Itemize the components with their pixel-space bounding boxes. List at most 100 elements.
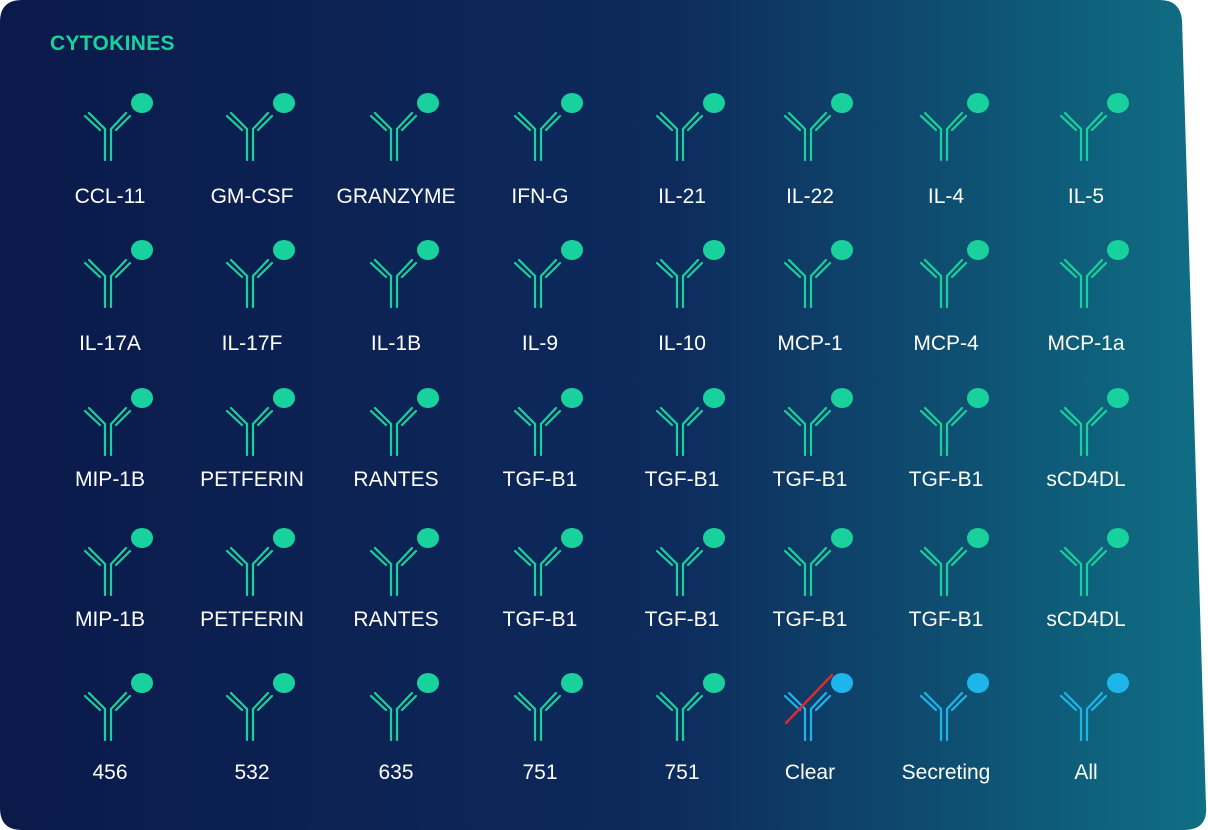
cytokine-item[interactable]: Clear: [740, 665, 880, 795]
cytokine-item[interactable]: IFN-G: [470, 85, 610, 215]
cytokine-item[interactable]: IL-4: [876, 85, 1016, 215]
cytokine-item[interactable]: TGF-B1: [612, 520, 752, 650]
cytokine-label: MCP-4: [913, 332, 979, 355]
cytokine-label: PETFERIN: [200, 468, 304, 491]
cytokine-label: TGF-B1: [502, 468, 578, 491]
cytokine-label: MCP-1a: [1047, 332, 1125, 355]
cytokine-item[interactable]: sCD4DL: [1016, 520, 1156, 650]
antibody-icon: [652, 520, 732, 600]
cytokine-label: RANTES: [353, 468, 439, 491]
antibody-icon: [510, 665, 590, 745]
cytokine-label: 751: [522, 761, 558, 784]
antibody-all-icon: [1056, 665, 1136, 745]
antibody-icon: [80, 85, 160, 165]
cytokine-label: TGF-B1: [908, 608, 984, 631]
cytokine-item[interactable]: IL-1B: [326, 232, 466, 362]
cytokine-label: RANTES: [353, 608, 439, 631]
cytokine-item[interactable]: IL-5: [1016, 85, 1156, 215]
antibody-icon: [780, 520, 860, 600]
cytokine-item[interactable]: IL-17F: [182, 232, 322, 362]
cytokine-label: TGF-B1: [772, 468, 848, 491]
antibody-icon: [510, 85, 590, 165]
antibody-icon: [652, 85, 732, 165]
antibody-icon: [652, 380, 732, 460]
cytokine-item[interactable]: TGF-B1: [876, 380, 1016, 510]
cytokine-label: 532: [234, 761, 270, 784]
cytokine-item[interactable]: Secreting: [876, 665, 1016, 795]
antibody-icon: [510, 232, 590, 312]
cytokine-item[interactable]: RANTES: [326, 380, 466, 510]
cytokine-item[interactable]: 635: [326, 665, 466, 795]
cytokine-item[interactable]: IL-22: [740, 85, 880, 215]
antibody-icon: [652, 232, 732, 312]
cytokine-item[interactable]: PETFERIN: [182, 520, 322, 650]
cytokine-label: TGF-B1: [644, 468, 720, 491]
cytokine-item[interactable]: IL-9: [470, 232, 610, 362]
cytokine-label: CCL-11: [74, 185, 146, 208]
cytokine-item[interactable]: GRANZYME: [326, 85, 466, 215]
cytokine-item[interactable]: TGF-B1: [470, 380, 610, 510]
cytokine-label: Clear: [784, 761, 836, 784]
cytokine-item[interactable]: GM-CSF: [182, 85, 322, 215]
cytokine-item[interactable]: MIP-1B: [40, 520, 180, 650]
cytokine-item[interactable]: 751: [470, 665, 610, 795]
cytokine-label: TGF-B1: [502, 608, 578, 631]
cytokine-item[interactable]: TGF-B1: [612, 380, 752, 510]
antibody-icon: [222, 380, 302, 460]
cytokine-label: GRANZYME: [336, 185, 456, 208]
cytokine-item[interactable]: MIP-1B: [40, 380, 180, 510]
antibody-icon: [780, 85, 860, 165]
cytokine-item[interactable]: TGF-B1: [470, 520, 610, 650]
cytokine-item[interactable]: 456: [40, 665, 180, 795]
cytokine-item[interactable]: MCP-1a: [1016, 232, 1156, 362]
cytokine-item[interactable]: CCL-11: [40, 85, 180, 215]
cytokine-item[interactable]: IL-17A: [40, 232, 180, 362]
cytokine-item[interactable]: MCP-4: [876, 232, 1016, 362]
cytokine-label: 751: [664, 761, 700, 784]
cytokine-item[interactable]: TGF-B1: [740, 520, 880, 650]
cytokine-item[interactable]: IL-21: [612, 85, 752, 215]
cytokine-label: IL-4: [927, 185, 965, 208]
antibody-icon: [80, 665, 160, 745]
panel-title: CYTOKINES: [50, 32, 175, 55]
cytokine-item[interactable]: RANTES: [326, 520, 466, 650]
antibody-icon: [1056, 85, 1136, 165]
cytokine-label: IL-22: [786, 185, 834, 208]
antibody-icon: [510, 520, 590, 600]
cytokine-label: IL-21: [658, 185, 706, 208]
cytokine-item[interactable]: MCP-1: [740, 232, 880, 362]
cytokine-label: MIP-1B: [74, 468, 145, 491]
antibody-icon: [780, 380, 860, 460]
cytokine-label: Secreting: [901, 761, 991, 784]
cytokine-label: sCD4DL: [1046, 608, 1126, 631]
antibody-icon: [1056, 380, 1136, 460]
antibody-icon: [366, 665, 446, 745]
cytokine-item[interactable]: sCD4DL: [1016, 380, 1156, 510]
cytokine-label: All: [1074, 761, 1098, 784]
antibody-icon: [1056, 520, 1136, 600]
cytokine-item[interactable]: All: [1016, 665, 1156, 795]
cytokine-label: IL-10: [658, 332, 706, 355]
antibody-icon: [80, 380, 160, 460]
cytokine-label: MCP-1: [777, 332, 843, 355]
cytokine-item[interactable]: 751: [612, 665, 752, 795]
antibody-icon: [916, 520, 996, 600]
cytokine-item[interactable]: TGF-B1: [740, 380, 880, 510]
antibody-icon: [366, 380, 446, 460]
cytokine-item[interactable]: PETFERIN: [182, 380, 322, 510]
cytokine-label: IL-17F: [221, 332, 283, 355]
antibody-icon: [510, 380, 590, 460]
antibody-icon: [366, 85, 446, 165]
cytokine-label: IL-17A: [79, 332, 141, 355]
antibody-icon: [80, 520, 160, 600]
cytokine-label: 456: [92, 761, 128, 784]
cytokine-item[interactable]: TGF-B1: [876, 520, 1016, 650]
cytokine-item[interactable]: IL-10: [612, 232, 752, 362]
cytokine-label: PETFERIN: [200, 608, 304, 631]
antibody-icon: [916, 85, 996, 165]
antibody-icon: [916, 380, 996, 460]
antibody-icon: [80, 232, 160, 312]
cytokine-item[interactable]: 532: [182, 665, 322, 795]
